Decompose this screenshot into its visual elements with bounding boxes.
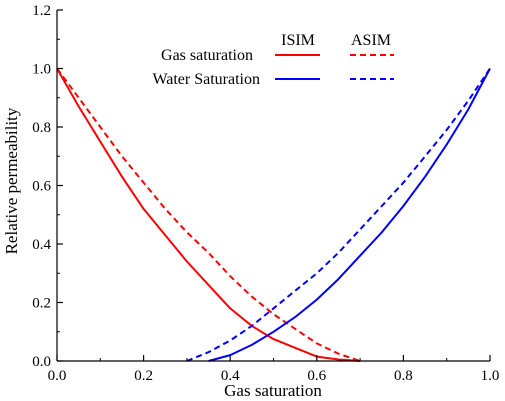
y-axis-title: Relative permeability — [2, 107, 21, 254]
series-line-isim-gas-saturation — [56, 68, 361, 362]
x-axis-title: Gas saturation — [224, 381, 322, 400]
y-tick-label: 0.0 — [32, 354, 51, 370]
x-tick-label: 0.2 — [134, 368, 153, 384]
legend-label-gas-saturation: Gas saturation — [161, 47, 253, 64]
x-tick-label: 0.8 — [394, 368, 413, 384]
y-tick-label: 1.0 — [32, 62, 51, 78]
legend-swatches — [275, 54, 394, 80]
y-tick-label: 0.6 — [32, 179, 51, 195]
y-tick-label: 0.4 — [32, 237, 51, 253]
x-tick-label: 0.4 — [221, 368, 240, 384]
series-line-isim-water-saturation — [208, 68, 491, 362]
y-tick-label: 0.8 — [32, 120, 51, 136]
curves — [56, 67, 491, 362]
series-line-asim-water-saturation — [186, 67, 491, 362]
x-tick-label: 1.0 — [481, 368, 500, 384]
legend-header-asim: ASIM — [351, 32, 391, 49]
x-tick-label: 0.0 — [48, 368, 67, 384]
legend: ISIM ASIM Gas saturation Water Saturatio… — [152, 32, 394, 88]
legend-header-isim: ISIM — [281, 32, 315, 49]
x-tick-label: 0.6 — [307, 368, 326, 384]
ticks: 0.0 0.2 0.4 0.6 0.8 1.0 0.0 0.2 0.4 0.6 0.8 1.0 1.2 — [32, 3, 499, 384]
y-tick-label: 0.2 — [32, 296, 51, 312]
y-tick-label: 1.2 — [32, 3, 51, 19]
series-line-asim-gas-saturation — [56, 67, 361, 362]
legend-label-water-saturation: Water Saturation — [152, 71, 260, 88]
